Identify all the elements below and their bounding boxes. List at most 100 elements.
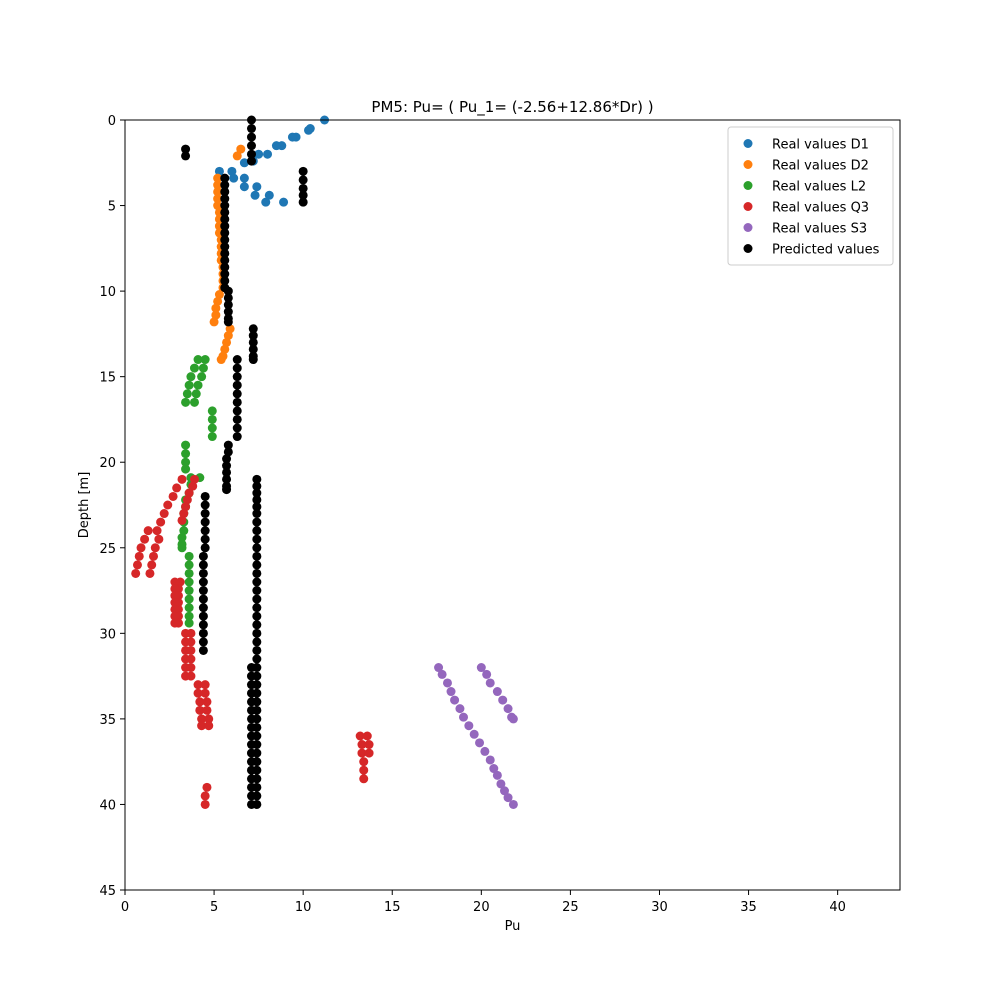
- data-point: [492, 770, 502, 780]
- data-point: [220, 221, 230, 231]
- data-point: [200, 355, 210, 365]
- data-point: [298, 166, 308, 176]
- data-point: [177, 474, 187, 484]
- data-point: [193, 380, 203, 390]
- data-point: [225, 324, 235, 334]
- data-point: [252, 740, 262, 750]
- data-point: [252, 628, 262, 638]
- data-point: [298, 183, 308, 193]
- data-point: [442, 678, 452, 688]
- data-point: [236, 144, 246, 154]
- data-point: [156, 517, 166, 527]
- legend: Real values D1 Real values D2 Real values …: [727, 126, 894, 266]
- data-point: [252, 680, 262, 690]
- data-point: [200, 526, 210, 536]
- data-point: [186, 671, 196, 681]
- data-point: [252, 765, 262, 775]
- data-point: [198, 603, 208, 613]
- data-point: [252, 526, 262, 536]
- data-point: [362, 731, 372, 741]
- data-point: [252, 799, 262, 809]
- data-point: [186, 637, 196, 647]
- data-point: [181, 397, 191, 407]
- data-point: [355, 731, 365, 741]
- data-point: [482, 669, 492, 679]
- data-point: [232, 151, 242, 161]
- y-tick-label: 15: [99, 371, 116, 386]
- y-tick-label: 35: [99, 713, 116, 728]
- data-point: [252, 474, 262, 484]
- data-point: [184, 560, 194, 570]
- data-point: [222, 467, 232, 477]
- data-point: [200, 688, 210, 698]
- data-point: [186, 663, 196, 673]
- data-point: [252, 654, 262, 664]
- y-tick-label: 20: [99, 456, 116, 471]
- data-point: [227, 166, 237, 176]
- data-point: [279, 197, 289, 207]
- legend-label: Real values D1: [772, 138, 869, 153]
- data-point: [213, 194, 223, 204]
- data-point: [220, 248, 230, 258]
- data-point: [232, 423, 242, 433]
- data-point: [220, 262, 230, 272]
- data-point: [213, 201, 223, 211]
- legend-marker: [743, 160, 753, 169]
- data-point: [200, 517, 210, 527]
- y-tick-label: 45: [99, 884, 116, 899]
- data-point: [496, 779, 506, 789]
- series-3: [131, 474, 374, 809]
- data-point: [207, 432, 217, 442]
- data-point: [252, 645, 262, 655]
- data-point: [220, 194, 230, 204]
- data-point: [232, 414, 242, 424]
- data-point: [170, 604, 180, 614]
- data-point: [184, 594, 194, 604]
- data-point: [252, 663, 262, 673]
- data-point: [220, 269, 230, 279]
- legend-marker: [743, 223, 753, 232]
- data-point: [232, 406, 242, 416]
- data-point: [177, 543, 187, 553]
- x-axis-ticks: 0 5 10 15 20 25 30 35 40: [121, 890, 846, 915]
- data-point: [198, 637, 208, 647]
- data-point: [136, 543, 146, 553]
- data-point: [209, 317, 219, 327]
- data-point: [207, 406, 217, 416]
- data-point: [200, 509, 210, 519]
- data-point: [261, 197, 271, 207]
- data-point: [252, 534, 262, 544]
- data-point: [197, 714, 207, 724]
- data-point: [359, 774, 369, 784]
- legend-box: [727, 126, 894, 266]
- data-point: [170, 584, 180, 594]
- data-point: [252, 688, 262, 698]
- data-point: [246, 156, 256, 166]
- data-point: [220, 235, 230, 245]
- series-4: [434, 663, 518, 809]
- data-point: [131, 568, 141, 578]
- data-point: [252, 509, 262, 519]
- data-point: [181, 457, 191, 467]
- data-point: [252, 791, 262, 801]
- data-point: [207, 423, 217, 433]
- data-point: [223, 293, 233, 303]
- data-point: [198, 560, 208, 570]
- data-point: [222, 485, 232, 495]
- data-point: [200, 500, 210, 510]
- data-point: [220, 276, 230, 286]
- data-point: [184, 603, 194, 613]
- data-point: [198, 551, 208, 561]
- data-point: [246, 149, 256, 159]
- data-point: [184, 577, 194, 587]
- data-point: [298, 197, 308, 207]
- data-point: [182, 495, 192, 505]
- data-point: [214, 166, 224, 176]
- data-point: [195, 705, 205, 715]
- data-point: [434, 663, 444, 673]
- data-point: [184, 568, 194, 578]
- data-point: [188, 481, 198, 491]
- data-point: [181, 151, 191, 161]
- data-point: [252, 671, 262, 681]
- data-point: [170, 598, 180, 608]
